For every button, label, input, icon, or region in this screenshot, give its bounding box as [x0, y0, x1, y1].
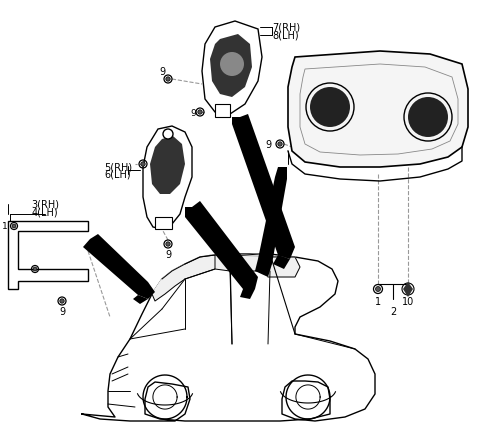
Circle shape: [198, 110, 202, 115]
Polygon shape: [210, 35, 252, 98]
Polygon shape: [202, 22, 262, 115]
Circle shape: [375, 287, 381, 292]
Text: 2: 2: [390, 306, 396, 316]
Text: 1: 1: [375, 296, 381, 306]
Polygon shape: [288, 52, 468, 167]
Polygon shape: [403, 282, 413, 297]
Circle shape: [163, 130, 173, 140]
Circle shape: [166, 78, 170, 82]
Polygon shape: [185, 201, 258, 289]
Text: 9: 9: [165, 249, 171, 259]
Circle shape: [33, 268, 37, 271]
Polygon shape: [268, 257, 300, 277]
Text: 10: 10: [402, 296, 414, 306]
Polygon shape: [185, 256, 230, 279]
Text: 9: 9: [190, 108, 196, 117]
Polygon shape: [152, 256, 215, 301]
Circle shape: [408, 98, 448, 138]
Polygon shape: [258, 167, 287, 269]
Polygon shape: [133, 295, 148, 304]
Polygon shape: [232, 115, 295, 259]
Polygon shape: [215, 105, 230, 118]
Circle shape: [220, 53, 244, 77]
Polygon shape: [155, 218, 172, 230]
Polygon shape: [8, 222, 88, 289]
Polygon shape: [150, 137, 185, 195]
Text: 9: 9: [159, 67, 165, 77]
Text: 9: 9: [59, 306, 65, 316]
Text: 9: 9: [266, 140, 272, 150]
Text: 6(LH): 6(LH): [105, 170, 132, 180]
Text: 4(LH): 4(LH): [32, 207, 58, 218]
Polygon shape: [83, 234, 155, 299]
Circle shape: [60, 299, 64, 303]
Circle shape: [141, 162, 145, 167]
Text: 7(RH): 7(RH): [272, 23, 300, 33]
Circle shape: [12, 225, 16, 228]
Polygon shape: [240, 289, 255, 299]
Circle shape: [278, 142, 282, 147]
Polygon shape: [143, 127, 192, 230]
Text: 5(RH): 5(RH): [104, 161, 132, 172]
Polygon shape: [230, 254, 270, 271]
Polygon shape: [82, 254, 375, 421]
Text: 8(LH): 8(LH): [272, 31, 299, 41]
Circle shape: [310, 88, 350, 128]
Text: 1: 1: [2, 222, 8, 231]
Text: 3(RH): 3(RH): [31, 199, 59, 210]
Polygon shape: [255, 259, 272, 277]
Circle shape: [166, 242, 170, 247]
Polygon shape: [273, 256, 290, 269]
